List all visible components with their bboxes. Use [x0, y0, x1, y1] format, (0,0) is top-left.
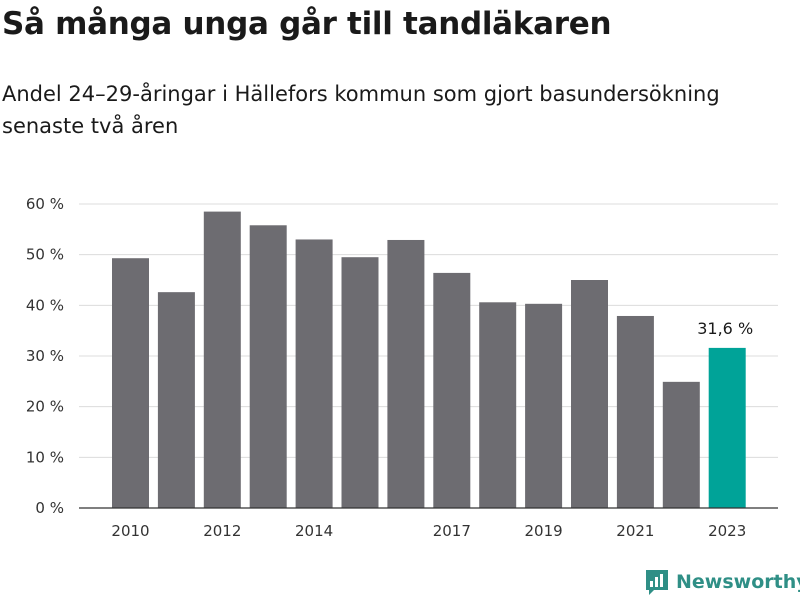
y-tick-label: 40 %	[26, 296, 64, 314]
y-tick-label: 10 %	[26, 448, 64, 466]
brand-name: Newsworthy	[676, 571, 800, 593]
bar	[341, 257, 379, 508]
y-tick-label: 60 %	[26, 195, 64, 213]
x-tick-label: 2021	[616, 522, 654, 540]
y-axis: 0 % 10 % 20 % 30 % 40 % 50 % 60 %	[26, 195, 64, 517]
bar	[112, 258, 149, 508]
grid-lines	[79, 203, 778, 458]
bar	[525, 303, 563, 508]
bar	[203, 211, 241, 508]
y-tick-label: 50 %	[26, 246, 64, 264]
bar	[295, 239, 333, 508]
chart-subtitle: Andel 24–29-åringar i Hällefors kommun s…	[2, 82, 720, 138]
y-tick-label: 0 %	[35, 499, 64, 517]
x-tick-label: 2014	[295, 522, 333, 540]
bar	[708, 347, 746, 508]
y-tick-label: 30 %	[26, 347, 64, 365]
x-axis: 2010 2012 2014 2017 2019 2021 2023	[79, 507, 778, 540]
x-tick-label: 2012	[203, 522, 241, 540]
y-tick-label: 20 %	[26, 398, 64, 416]
bar	[616, 315, 654, 508]
x-tick-label: 2019	[525, 522, 563, 540]
bar	[433, 272, 471, 508]
x-tick-label: 2023	[708, 522, 746, 540]
x-tick-label: 2010	[111, 522, 149, 540]
chart-title: Så många unga går till tandläkaren	[2, 6, 612, 42]
bar	[249, 225, 287, 508]
bar	[571, 280, 608, 508]
bar	[157, 292, 195, 508]
data-label: 31,6 %	[697, 319, 753, 338]
data-labels: 31,6 %	[697, 319, 753, 338]
bars	[112, 211, 746, 508]
bar	[387, 239, 425, 508]
newsworthy-logo: Newsworthy	[644, 568, 800, 596]
x-tick-label: 2017	[433, 522, 471, 540]
bar-chart-icon	[646, 570, 668, 595]
bar	[662, 381, 700, 508]
bar	[479, 302, 517, 508]
